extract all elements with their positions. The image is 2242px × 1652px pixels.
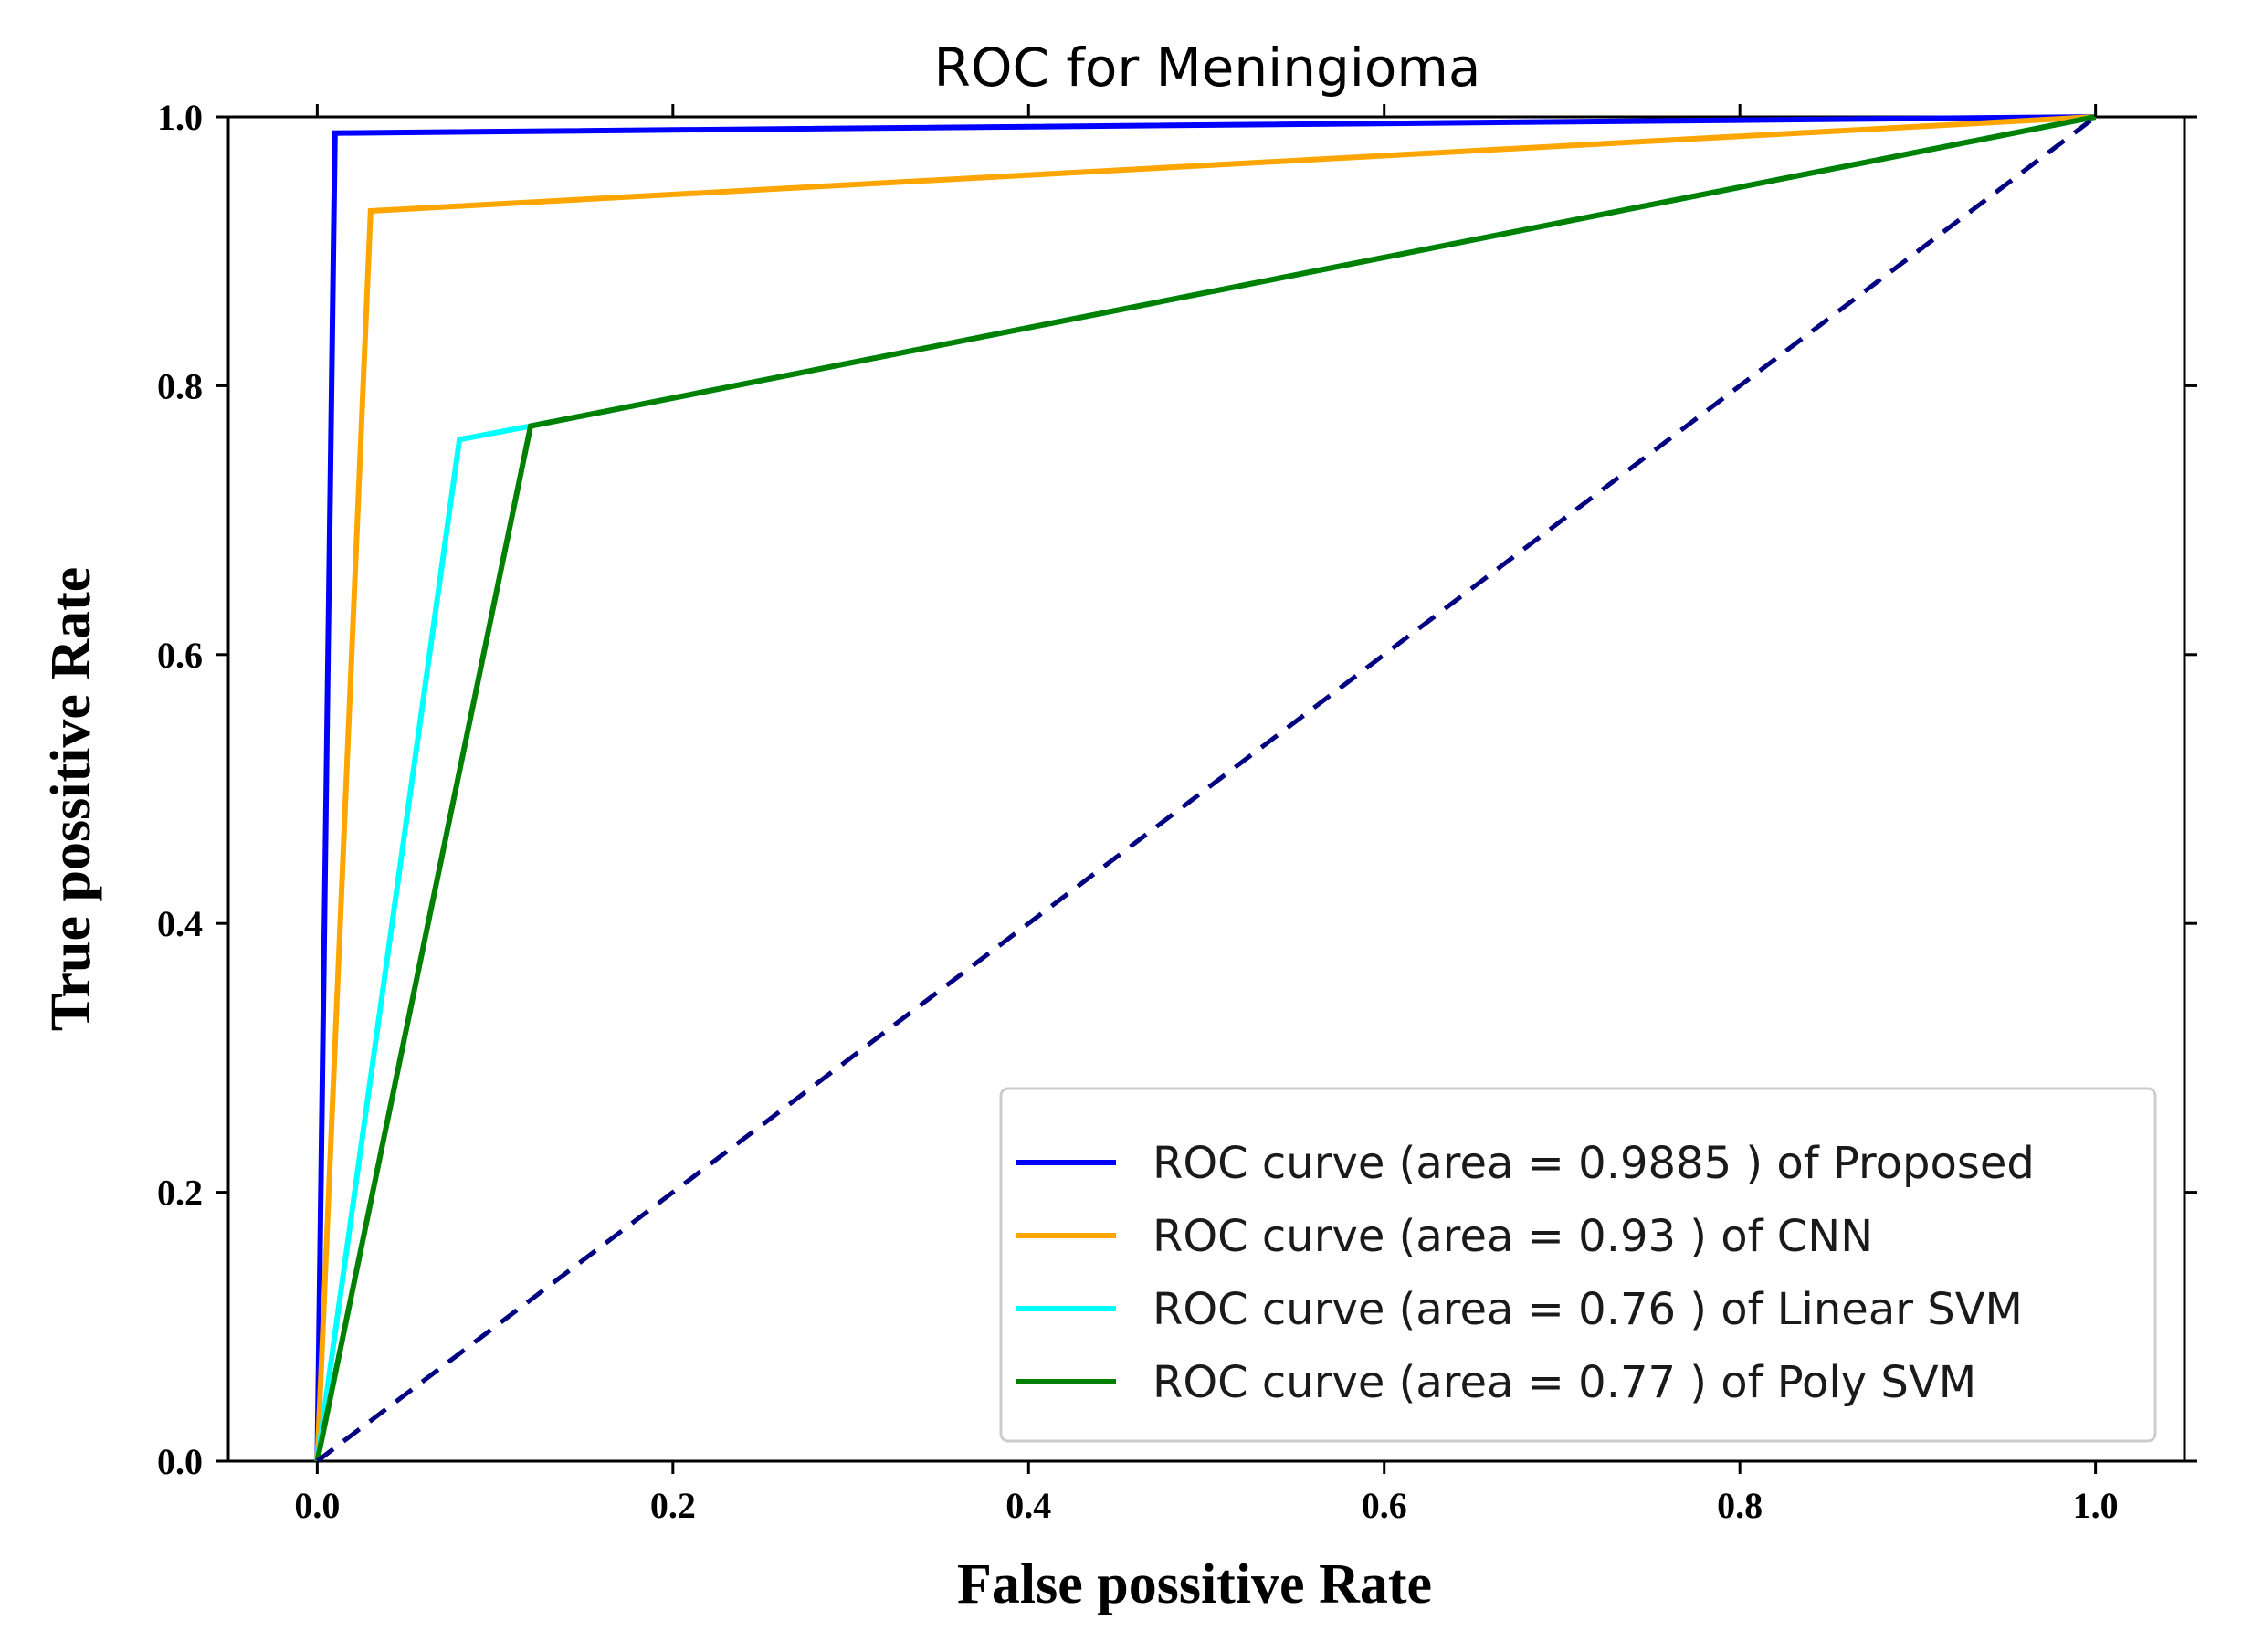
y-tick-label-0: 0.0 [157,1441,203,1482]
y-tick-label-3: 0.6 [157,635,203,676]
x-tick-label-3: 0.6 [1362,1485,1407,1526]
plot-area: 0.0 0.2 0.4 0.6 0.8 1.0 0.0 0.2 0.4 0.6 0.8 1.0 [157,97,2197,1526]
legend-entries: ROC curve (area = 0.9885 ) of Proposed RO… [1016,1138,2035,1408]
y-tick-label-5: 1.0 [157,97,203,138]
y-tick-label-2: 0.4 [157,903,203,944]
ticks-layer: 0.0 0.2 0.4 0.6 0.8 1.0 0.0 0.2 0.4 0.6 0.8 1.0 [157,97,2197,1526]
plot-frame [226,115,2186,1463]
legend-box [999,1087,2157,1443]
y-tick-label-4: 0.8 [157,365,203,406]
x-tick-label-1: 0.2 [650,1485,696,1526]
legend: ROC curve (area = 0.9885 ) of Proposed RO… [999,1087,2157,1443]
chart-title: ROC for Meningioma [934,37,1481,99]
roc-curve-0 [314,114,2096,1462]
roc-curve-3 [314,114,2097,1462]
y-axis-label: True possitive Rate [40,567,102,1032]
legend-label-0: ROC curve (area = 0.9885 ) of Proposed [1153,1138,2035,1189]
roc-curve-1 [314,114,2096,1462]
x-tick-label-2: 0.4 [1005,1485,1051,1526]
x-tick-label-0: 0.0 [294,1485,340,1526]
curves-layer [314,114,2098,1463]
x-tick-label-4: 0.8 [1717,1485,1763,1526]
x-tick-label-5: 1.0 [2073,1485,2119,1526]
legend-label-3: ROC curve (area = 0.77 ) of Poly SVM [1153,1357,1976,1408]
chance-diagonal-line [315,115,2098,1463]
x-axis-label: False possitive Rate [957,1553,1432,1615]
legend-label-2: ROC curve (area = 0.76 ) of Linear SVM [1153,1284,2023,1335]
y-tick-label-1: 0.2 [157,1173,203,1214]
legend-label-1: ROC curve (area = 0.93 ) of CNN [1153,1211,1873,1262]
